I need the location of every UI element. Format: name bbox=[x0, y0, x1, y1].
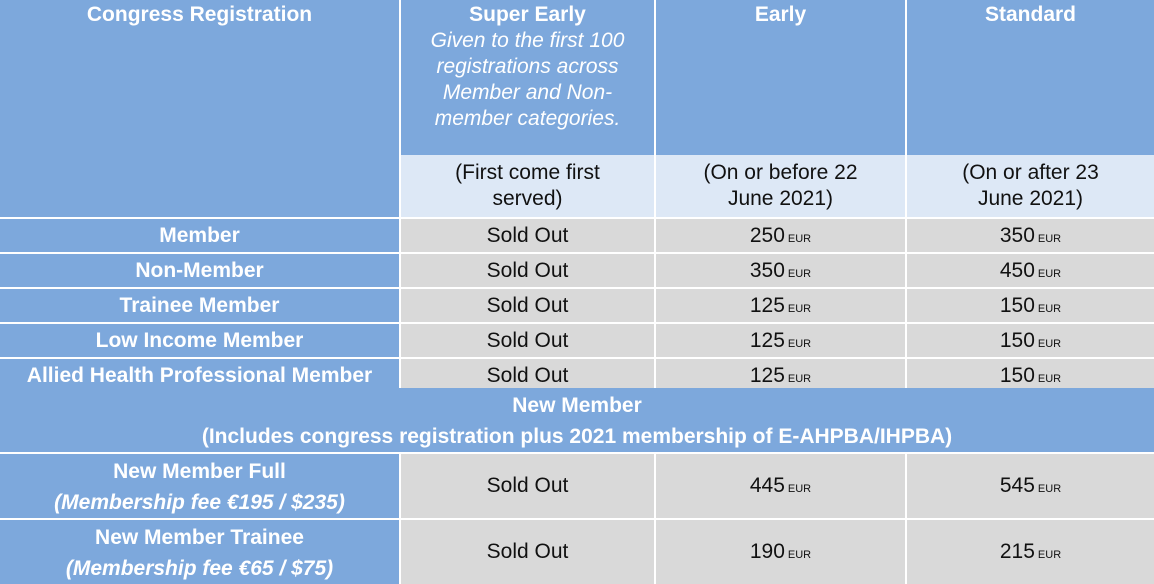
currency-unit: EUR bbox=[1037, 483, 1062, 495]
early-price: 190 EUR bbox=[655, 518, 907, 584]
header-congress-registration: Congress Registration bbox=[0, 0, 401, 218]
row-label: Low Income Member bbox=[0, 322, 401, 358]
price-value: 445 bbox=[749, 474, 785, 497]
standard-price: 215 EUR bbox=[906, 518, 1154, 584]
header-col1-label: Congress Registration bbox=[86, 3, 313, 26]
subheader-line: (On or before 22 bbox=[703, 161, 858, 184]
header-standard-label: Standard bbox=[984, 3, 1076, 26]
standard-price: 150 EUR bbox=[906, 322, 1154, 358]
price-value: 125 bbox=[749, 364, 785, 387]
price-value: 350 bbox=[749, 259, 785, 282]
table-row: Allied Health Professional Member Sold O… bbox=[0, 357, 1154, 392]
standard-price: 545 EUR bbox=[906, 452, 1154, 519]
new-member-banner-row: New Member (Includes congress registrati… bbox=[0, 388, 1154, 453]
table-subheader-row: (First come first served) (On or before … bbox=[0, 155, 1154, 218]
price-value: 150 bbox=[999, 329, 1035, 352]
early-price: 125 EUR bbox=[655, 322, 907, 358]
row-label: New Member Trainee (Membership fee €65 /… bbox=[0, 518, 401, 584]
currency-unit: EUR bbox=[787, 373, 812, 385]
currency-unit: EUR bbox=[787, 233, 812, 245]
row-label: Trainee Member bbox=[0, 287, 401, 323]
new-member-table: New Member (Includes congress registrati… bbox=[0, 388, 1154, 584]
super-early-price: Sold Out bbox=[400, 452, 656, 519]
membership-fee-note: (Membership fee €195 / $235) bbox=[54, 491, 345, 514]
row-label: Allied Health Professional Member bbox=[0, 357, 401, 392]
currency-unit: EUR bbox=[1037, 373, 1062, 385]
super-early-price: Sold Out bbox=[400, 252, 656, 288]
subheader-line: June 2021) bbox=[977, 187, 1084, 210]
currency-unit: EUR bbox=[787, 483, 812, 495]
price-value: 125 bbox=[749, 329, 785, 352]
subheader-early: (On or before 22 June 2021) bbox=[655, 155, 907, 218]
row-label: Member bbox=[0, 217, 401, 253]
membership-fee-note: (Membership fee €65 / $75) bbox=[65, 557, 334, 580]
standard-price: 150 EUR bbox=[906, 357, 1154, 392]
standard-price: 350 EUR bbox=[906, 217, 1154, 253]
subheader-super-early: (First come first served) bbox=[400, 155, 656, 218]
super-early-note-line: member categories. bbox=[434, 107, 621, 130]
price-value: 125 bbox=[749, 294, 785, 317]
currency-unit: EUR bbox=[1037, 338, 1062, 350]
currency-unit: EUR bbox=[787, 549, 812, 561]
price-value: 545 bbox=[999, 474, 1035, 497]
super-early-price: Sold Out bbox=[400, 217, 656, 253]
subheader-line: June 2021) bbox=[727, 187, 834, 210]
standard-price: 150 EUR bbox=[906, 287, 1154, 323]
currency-unit: EUR bbox=[1037, 268, 1062, 280]
header-early-label: Early bbox=[754, 3, 807, 26]
table-row: Member Sold Out 250 EUR 350 EUR bbox=[0, 217, 1154, 253]
price-value: 215 bbox=[999, 540, 1035, 563]
table-row: Low Income Member Sold Out 125 EUR 150 EUR bbox=[0, 322, 1154, 358]
row-label: New Member Full (Membership fee €195 / $… bbox=[0, 452, 401, 519]
table-row: Trainee Member Sold Out 125 EUR 150 EUR bbox=[0, 287, 1154, 323]
super-early-price: Sold Out bbox=[400, 357, 656, 392]
header-standard: Standard bbox=[906, 0, 1154, 155]
registration-fees-table: Congress Registration Super Early Given … bbox=[0, 0, 1154, 392]
super-early-price: Sold Out bbox=[400, 518, 656, 584]
super-early-note-line: registrations across bbox=[436, 55, 619, 78]
table-row: New Member Full (Membership fee €195 / $… bbox=[0, 452, 1154, 519]
table-row: New Member Trainee (Membership fee €65 /… bbox=[0, 518, 1154, 584]
price-value: 350 bbox=[999, 224, 1035, 247]
subheader-line: (First come first bbox=[455, 161, 600, 184]
header-super-early: Super Early Given to the first 100 regis… bbox=[400, 0, 656, 155]
early-price: 350 EUR bbox=[655, 252, 907, 288]
header-early: Early bbox=[655, 0, 907, 155]
table-header-row: Congress Registration Super Early Given … bbox=[0, 0, 1154, 218]
super-early-note-line: Member and Non- bbox=[442, 81, 613, 104]
currency-unit: EUR bbox=[1037, 303, 1062, 315]
standard-price: 450 EUR bbox=[906, 252, 1154, 288]
price-value: 150 bbox=[999, 364, 1035, 387]
early-price: 250 EUR bbox=[655, 217, 907, 253]
currency-unit: EUR bbox=[787, 303, 812, 315]
new-member-subtitle: (Includes congress registration plus 202… bbox=[201, 425, 953, 448]
currency-unit: EUR bbox=[1037, 233, 1062, 245]
subheader-line: (On or after 23 bbox=[962, 161, 1099, 184]
price-value: 190 bbox=[749, 540, 785, 563]
price-value: 150 bbox=[999, 294, 1035, 317]
super-early-price: Sold Out bbox=[400, 287, 656, 323]
table-row: Non-Member Sold Out 350 EUR 450 EUR bbox=[0, 252, 1154, 288]
early-price: 445 EUR bbox=[655, 452, 907, 519]
super-early-price: Sold Out bbox=[400, 322, 656, 358]
early-price: 125 EUR bbox=[655, 357, 907, 392]
super-early-note-line: Given to the first 100 bbox=[430, 29, 625, 52]
currency-unit: EUR bbox=[787, 338, 812, 350]
row-label-text: New Member Trainee bbox=[95, 526, 304, 549]
row-label-text: New Member Full bbox=[113, 460, 286, 483]
currency-unit: EUR bbox=[1037, 549, 1062, 561]
currency-unit: EUR bbox=[787, 268, 812, 280]
price-value: 450 bbox=[999, 259, 1035, 282]
subheader-line: served) bbox=[492, 187, 563, 210]
subheader-standard: (On or after 23 June 2021) bbox=[906, 155, 1154, 218]
early-price: 125 EUR bbox=[655, 287, 907, 323]
price-value: 250 bbox=[749, 224, 785, 247]
new-member-title: New Member bbox=[512, 394, 642, 417]
header-super-early-label: Super Early bbox=[469, 3, 586, 26]
new-member-banner: New Member (Includes congress registrati… bbox=[0, 388, 1154, 453]
row-label: Non-Member bbox=[0, 252, 401, 288]
